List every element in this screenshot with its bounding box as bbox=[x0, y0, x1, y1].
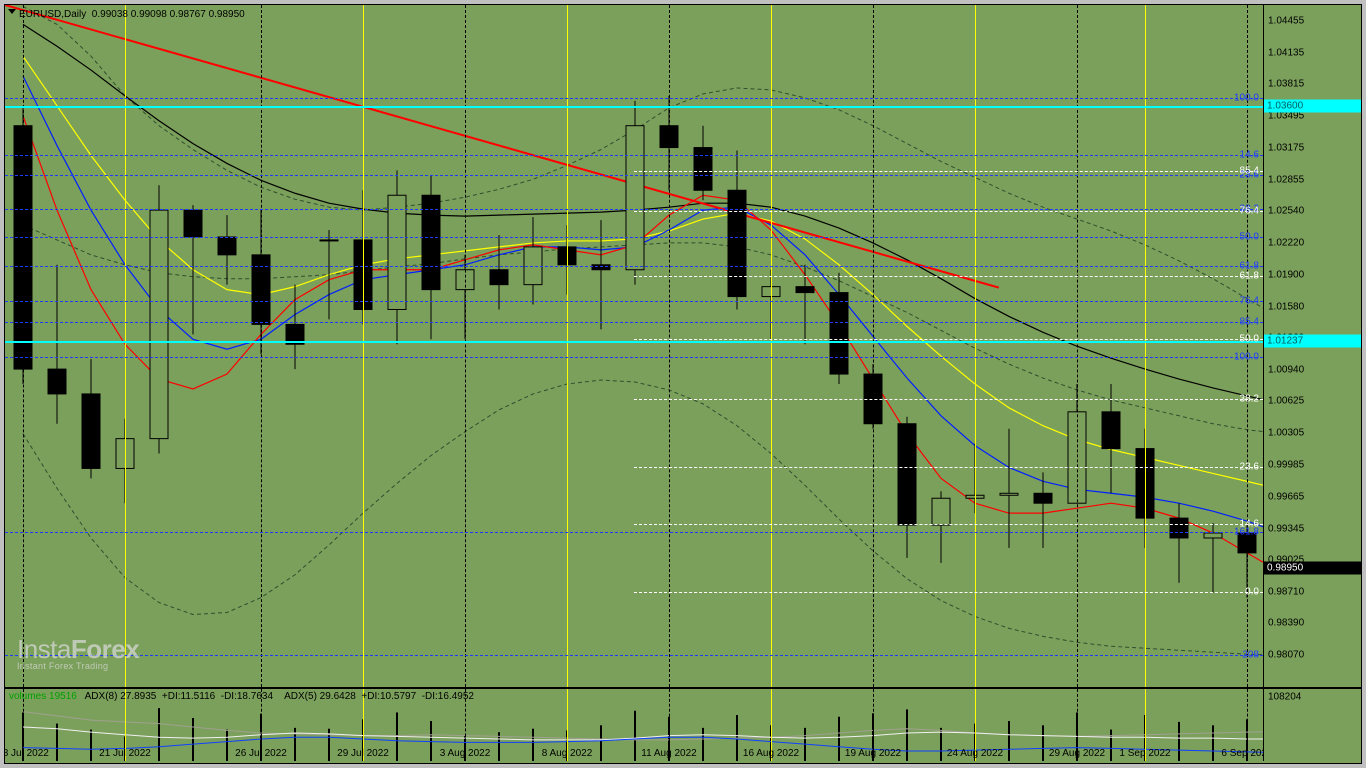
x-tick: 29 Jul 2022 bbox=[337, 748, 389, 759]
y-tick: 1.03495 bbox=[1268, 111, 1304, 122]
indicator-axis: 108204 bbox=[1263, 687, 1361, 761]
fib-label: 23.6 bbox=[1240, 462, 1259, 473]
app-frame: EURUSD,Daily 0.99038 0.99098 0.98767 0.9… bbox=[0, 0, 1366, 768]
fib-label: 208 bbox=[1242, 650, 1259, 661]
fib-label: 76.4 bbox=[1240, 295, 1259, 306]
x-tick: 29 Aug 2022 bbox=[1049, 748, 1105, 759]
fib-label: 100.0 bbox=[1234, 93, 1259, 104]
chart-area: EURUSD,Daily 0.99038 0.99098 0.98767 0.9… bbox=[4, 4, 1362, 764]
fib-label: 76.4 bbox=[1240, 206, 1259, 217]
vol-tick: 108204 bbox=[1268, 692, 1301, 703]
indicator-panel[interactable]: volumes 19516 ADX(8) 27.8935 +DI:11.5116… bbox=[5, 687, 1263, 761]
chart-title: EURUSD,Daily 0.99038 0.99098 0.98767 0.9… bbox=[19, 9, 245, 20]
y-tick: 1.04135 bbox=[1268, 47, 1304, 58]
y-tick: 1.03175 bbox=[1268, 143, 1304, 154]
fib-label: 100.0 bbox=[1234, 351, 1259, 362]
watermark: InstaForex Instant Forex Trading bbox=[17, 634, 139, 671]
x-tick: 24 Aug 2022 bbox=[947, 748, 1003, 759]
fib-label: 85.4 bbox=[1240, 317, 1259, 328]
indicator-title: volumes 19516 ADX(8) 27.8935 +DI:11.5116… bbox=[9, 691, 474, 702]
symbol-label: EURUSD,Daily bbox=[19, 9, 86, 20]
y-tick: 0.98070 bbox=[1268, 650, 1304, 661]
x-tick: 26 Jul 2022 bbox=[235, 748, 287, 759]
fib-label: 61.8 bbox=[1240, 271, 1259, 282]
y-tick: 1.00305 bbox=[1268, 428, 1304, 439]
y-tick: 0.98390 bbox=[1268, 618, 1304, 629]
y-tick: 0.99345 bbox=[1268, 523, 1304, 534]
x-tick: 3 Aug 2022 bbox=[440, 748, 491, 759]
x-tick: 18 Jul 2022 bbox=[5, 748, 49, 759]
y-tick: 1.00625 bbox=[1268, 396, 1304, 407]
y-tick: 0.98710 bbox=[1268, 586, 1304, 597]
x-tick: 16 Aug 2022 bbox=[743, 748, 799, 759]
fib-label: 38.2 bbox=[1240, 394, 1259, 405]
ohlc-label: 0.99038 0.99098 0.98767 0.98950 bbox=[92, 9, 245, 20]
x-tick: 8 Aug 2022 bbox=[542, 748, 593, 759]
x-tick: 21 Jul 2022 bbox=[99, 748, 151, 759]
x-tick: 6 Sep 2022 bbox=[1221, 748, 1263, 759]
fib-label: 14.6 bbox=[1240, 519, 1259, 530]
main-price-panel[interactable]: EURUSD,Daily 0.99038 0.99098 0.98767 0.9… bbox=[5, 5, 1263, 687]
y-tick: 0.99985 bbox=[1268, 459, 1304, 470]
y-tick: 1.04455 bbox=[1268, 15, 1304, 26]
y-tick: 1.03815 bbox=[1268, 79, 1304, 90]
dropdown-icon[interactable] bbox=[8, 9, 16, 14]
vol-value: 19516 bbox=[49, 691, 82, 702]
fib-label: 50.0 bbox=[1240, 232, 1259, 243]
last-price-badge: 0.98950 bbox=[1264, 561, 1361, 574]
y-tick: 1.02220 bbox=[1268, 237, 1304, 248]
price-axis: 1.04455 1.04135 1.03815 1.03495 1.03175 1.028… bbox=[1263, 5, 1361, 687]
x-tick: 1 Sep 2022 bbox=[1119, 748, 1170, 759]
fib-label: 50.0 bbox=[1240, 334, 1259, 345]
y-tick: 1.00940 bbox=[1268, 365, 1304, 376]
y-tick: 0.99665 bbox=[1268, 491, 1304, 502]
y-tick: 1.01900 bbox=[1268, 269, 1304, 280]
y-tick: 1.02540 bbox=[1268, 206, 1304, 217]
y-tick: 1.02855 bbox=[1268, 174, 1304, 185]
fib-label: 14.6 bbox=[1240, 149, 1259, 160]
fib-label: 85.4 bbox=[1240, 166, 1259, 177]
fib-label: 61.8 bbox=[1240, 260, 1259, 271]
x-tick: 19 Aug 2022 bbox=[845, 748, 901, 759]
vol-label: volumes bbox=[9, 691, 46, 702]
x-tick: 11 Aug 2022 bbox=[641, 748, 696, 759]
adx8-label: ADX(8) 27.8935 +DI:11.5116 -DI:18.7634 A… bbox=[85, 691, 474, 702]
y-tick: 1.01580 bbox=[1268, 301, 1304, 312]
fib-label: 0.0 bbox=[1245, 586, 1259, 597]
